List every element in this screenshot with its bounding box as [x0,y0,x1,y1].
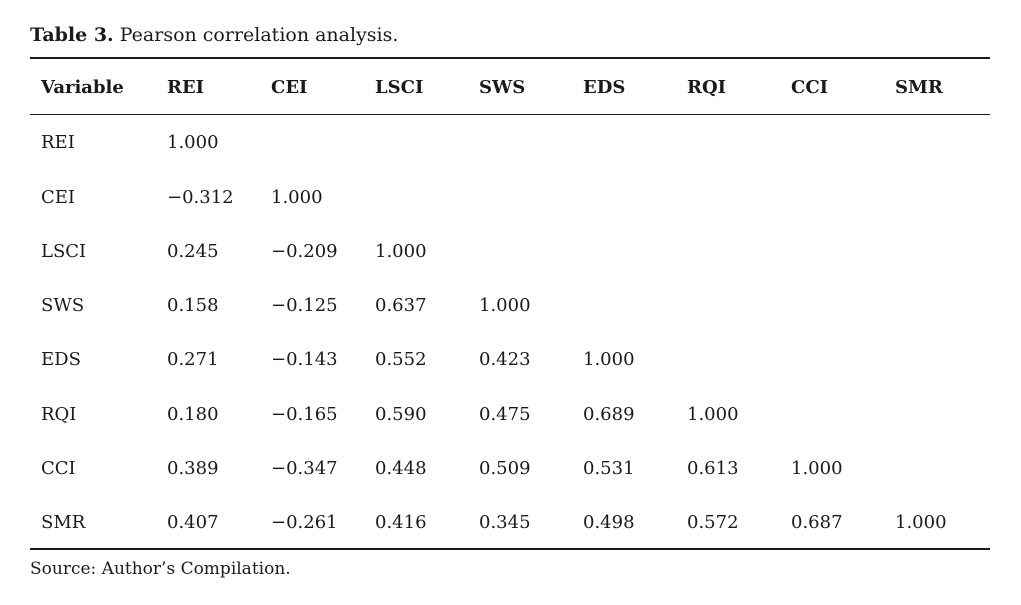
table-cell: −0.165 [271,404,338,425]
row-label: CCI [41,458,76,479]
table-caption-text: Pearson correlation analysis. [119,24,399,46]
table-cell: 1.000 [375,241,427,262]
table-caption-label: Table 3. [30,24,114,46]
table-cell: 0.345 [479,512,531,533]
table-cell: 0.158 [167,295,219,316]
table-bottom-rule [30,548,990,550]
table-cell: 0.416 [375,512,427,533]
column-header: EDS [583,77,626,98]
table-cell: 0.180 [167,404,219,425]
row-label: SWS [41,295,85,316]
column-header: Variable [41,77,124,98]
table-cell: 0.498 [583,512,635,533]
table-cell: −0.143 [271,349,338,370]
row-label: CEI [41,187,76,208]
table-header-rule [30,114,990,115]
table-cell: 0.572 [687,512,739,533]
table-cell: 0.423 [479,349,531,370]
row-label: LSCI [41,241,87,262]
column-header: CEI [271,77,308,98]
table-cell: 1.000 [583,349,635,370]
table-top-rule [30,57,990,59]
table-cell: 0.637 [375,295,427,316]
table-cell: −0.347 [271,458,338,479]
table-cell: 0.531 [583,458,635,479]
table-cell: 0.389 [167,458,219,479]
table-cell: 0.687 [791,512,843,533]
row-label: SMR [41,512,86,533]
table-cell: 0.689 [583,404,635,425]
table-cell: 1.000 [479,295,531,316]
table-cell: 0.271 [167,349,219,370]
table-cell: 1.000 [167,132,219,153]
table-cell: 0.509 [479,458,531,479]
table-cell: 0.475 [479,404,531,425]
row-label: RQI [41,404,77,425]
table-cell: 0.448 [375,458,427,479]
table-cell: 0.552 [375,349,427,370]
row-label: EDS [41,349,81,370]
table-cell: 0.590 [375,404,427,425]
table-cell: 1.000 [791,458,843,479]
column-header: LSCI [375,77,424,98]
table-cell: 0.613 [687,458,739,479]
table-caption: Table 3. Pearson correlation analysis. [30,22,398,48]
column-header: SMR [895,77,943,98]
table-cell: −0.125 [271,295,338,316]
column-header: RQI [687,77,727,98]
table-cell: −0.261 [271,512,338,533]
table-cell: 1.000 [271,187,323,208]
column-header: REI [167,77,205,98]
table-cell: 1.000 [687,404,739,425]
table-cell: −0.209 [271,241,338,262]
table-cell: −0.312 [167,187,234,208]
table-source-note: Source: Author’s Compilation. [30,559,291,579]
table-cell: 1.000 [895,512,947,533]
table-cell: 0.245 [167,241,219,262]
column-header: CCI [791,77,829,98]
row-label: REI [41,132,75,153]
table-cell: 0.407 [167,512,219,533]
column-header: SWS [479,77,526,98]
